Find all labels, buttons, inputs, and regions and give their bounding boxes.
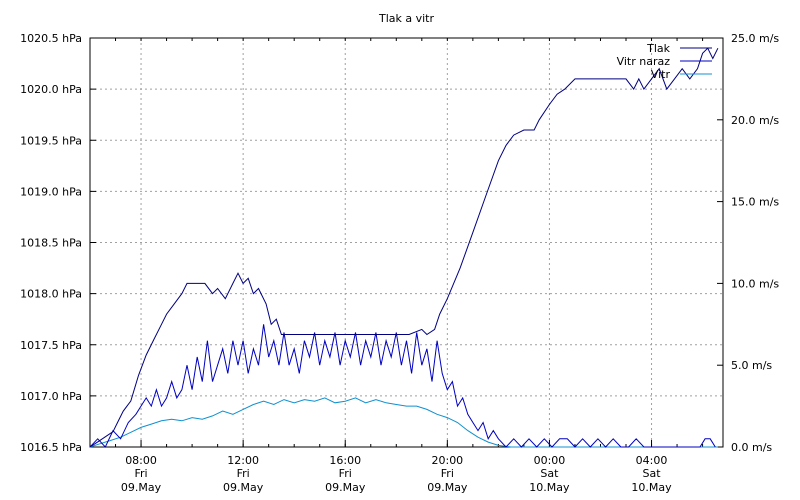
- right-tick-label: 15.0 m/s: [731, 196, 779, 209]
- left-tick-label: 1018.5 hPa: [20, 237, 82, 250]
- legend-label: Vitr: [651, 68, 671, 81]
- right-tick-label: 20.0 m/s: [731, 114, 779, 127]
- chart-grid: [90, 38, 723, 447]
- left-tick-label: 1019.0 hPa: [20, 185, 82, 198]
- left-tick-label: 1018.0 hPa: [20, 288, 82, 301]
- x-tick-date: 10.May: [529, 481, 570, 494]
- x-tick-day: Fri: [441, 467, 454, 480]
- right-tick-label: 25.0 m/s: [731, 32, 779, 45]
- right-tick-label: 0.0 m/s: [731, 441, 772, 454]
- left-tick-label: 1017.5 hPa: [20, 339, 82, 352]
- x-tick-time: 12:00: [227, 454, 259, 467]
- x-tick-day: Fri: [134, 467, 147, 480]
- x-tick-date: 09.May: [325, 481, 366, 494]
- right-tick-label: 10.0 m/s: [731, 277, 779, 290]
- right-tick-label: 5.0 m/s: [731, 359, 772, 372]
- x-tick-time: 04:00: [636, 454, 668, 467]
- x-tick-time: 00:00: [534, 454, 566, 467]
- left-tick-label: 1020.0 hPa: [20, 83, 82, 96]
- x-tick-day: Fri: [339, 467, 352, 480]
- legend-label: Tlak: [646, 42, 671, 55]
- series-layer: [89, 47, 719, 448]
- x-axis: 08:00Fri09.May12:00Fri09.May16:00Fri09.M…: [89, 38, 704, 494]
- x-tick-time: 20:00: [431, 454, 463, 467]
- left-tick-label: 1016.5 hPa: [20, 441, 82, 454]
- chart-title: Tlak a vitr: [378, 12, 434, 25]
- x-tick-date: 10.May: [631, 481, 672, 494]
- series-line-0: [89, 47, 719, 448]
- series-line-2: [89, 397, 718, 448]
- x-tick-time: 16:00: [329, 454, 361, 467]
- x-tick-day: Sat: [643, 467, 662, 480]
- left-tick-label: 1019.5 hPa: [20, 134, 82, 147]
- x-tick-date: 09.May: [427, 481, 468, 494]
- x-tick-date: 09.May: [223, 481, 264, 494]
- x-tick-date: 09.May: [121, 481, 162, 494]
- x-tick-day: Fri: [237, 467, 250, 480]
- x-tick-time: 08:00: [125, 454, 157, 467]
- left-axis: 1016.5 hPa 1017.0 hPa 1017.5 hPa 1018.0 hPa…: [20, 32, 96, 454]
- x-tick-day: Sat: [540, 467, 559, 480]
- left-tick-label: 1017.0 hPa: [20, 390, 82, 403]
- series-line-1: [89, 324, 716, 448]
- right-axis: 0.0 m/s 5.0 m/s 10.0 m/s 15.0 m/s 20.0 m/s 25…: [717, 32, 779, 454]
- left-tick-label: 1020.5 hPa: [20, 32, 82, 45]
- legend-label: Vitr naraz: [617, 55, 671, 68]
